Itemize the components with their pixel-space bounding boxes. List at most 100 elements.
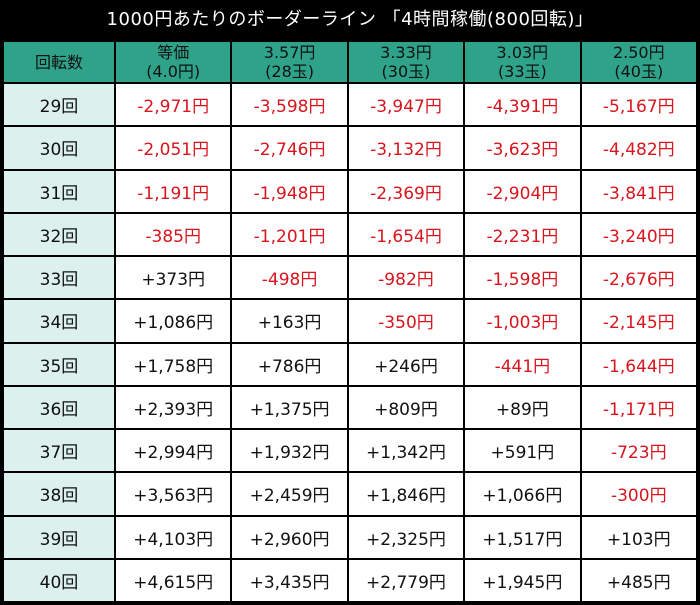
table-row: 38回 +3,563円 +2,459円 +1,846円 +1,066円 -300円 — [4, 473, 696, 515]
header-col-1-line2: (4.0円) — [146, 62, 201, 81]
table-cell: +373円 — [116, 257, 231, 299]
table-row: 31回 -1,191円 -1,948円 -2,369円 -2,904円 -3,841円 — [4, 170, 696, 212]
table-cell: -2,746円 — [232, 127, 347, 169]
table-cell: +809円 — [348, 386, 464, 428]
row-label: 35回 — [4, 343, 114, 385]
table-row: 34回 +1,086円 +163円 -350円 -1,003円 -2,145円 — [4, 300, 696, 342]
table-cell: +1,066円 — [465, 473, 580, 515]
table-cell: +4,103円 — [116, 516, 231, 558]
row-label: 29回 — [4, 84, 114, 126]
table-cell: -3,841円 — [581, 170, 696, 212]
table-cell: +103円 — [581, 516, 696, 558]
header-col-2-line2: (28玉) — [265, 62, 315, 81]
header-col-1: 等価 (4.0円) — [116, 42, 231, 82]
table-cell: +163円 — [232, 300, 347, 342]
table-cell: +1,932円 — [232, 430, 347, 472]
table-cell: -2,369円 — [348, 170, 464, 212]
table-cell: -3,947円 — [348, 84, 464, 126]
table-cell: +2,325円 — [348, 516, 464, 558]
table-cell: -3,240円 — [581, 213, 696, 255]
header-rotations: 回転数 — [4, 42, 114, 82]
table-cell: +1,342円 — [348, 430, 464, 472]
header-col-2-line1: 3.57円 — [263, 43, 316, 62]
row-label: 33回 — [4, 257, 114, 299]
table-body: 29回 -2,971円 -3,598円 -3,947円 -4,391円 -5,167円 30… — [4, 84, 696, 601]
row-label: 37回 — [4, 430, 114, 472]
header-col-1-line1: 等価 — [157, 43, 190, 62]
table-cell: -3,598円 — [232, 84, 347, 126]
table-row: 37回 +2,994円 +1,932円 +1,342円 +591円 -723円 — [4, 430, 696, 472]
header-col-3: 3.33円 (30玉) — [348, 42, 464, 82]
table-cell: +1,086円 — [116, 300, 231, 342]
table-cell: +786円 — [232, 343, 347, 385]
table-cell: -5,167円 — [581, 84, 696, 126]
row-label: 32回 — [4, 213, 114, 255]
table-cell: -2,676円 — [581, 257, 696, 299]
table-cell: +591円 — [465, 430, 580, 472]
table-cell: -723円 — [581, 430, 696, 472]
table-cell: -4,482円 — [581, 127, 696, 169]
border-line-table: 回転数 等価 (4.0円) 3.57円 (28玉) 3.33円 (30玉) 3.03円… — [2, 40, 698, 603]
table-cell: +1,945円 — [465, 559, 580, 601]
table-cell: +4,615円 — [116, 559, 231, 601]
table-cell: -1,644円 — [581, 343, 696, 385]
table-cell: +2,994円 — [116, 430, 231, 472]
table-cell: +3,563円 — [116, 473, 231, 515]
table-cell: -4,391円 — [465, 84, 580, 126]
table-cell: -2,971円 — [116, 84, 231, 126]
row-label: 30回 — [4, 127, 114, 169]
row-label: 39回 — [4, 516, 114, 558]
header-col-5-line1: 2.50円 — [612, 43, 665, 62]
table-cell: -1,003円 — [465, 300, 580, 342]
header-col-5: 2.50円 (40玉) — [581, 42, 696, 82]
table-cell: -385円 — [116, 213, 231, 255]
table-title: 1000円あたりのボーダーライン 「4時間稼働(800回転)」 — [106, 9, 594, 30]
table-cell: -3,623円 — [465, 127, 580, 169]
row-label: 36回 — [4, 386, 114, 428]
header-col-5-line2: (40玉) — [614, 62, 664, 81]
table-cell: -982円 — [348, 257, 464, 299]
header-col-2: 3.57円 (28玉) — [232, 42, 347, 82]
table-row: 30回 -2,051円 -2,746円 -3,132円 -3,623円 -4,482円 — [4, 127, 696, 169]
table-cell: +246円 — [348, 343, 464, 385]
table-cell: -1,598円 — [465, 257, 580, 299]
table-row: 33回 +373円 -498円 -982円 -1,598円 -2,676円 — [4, 257, 696, 299]
header-col-4: 3.03円 (33玉) — [465, 42, 580, 82]
table-cell: -2,231円 — [465, 213, 580, 255]
table-cell: +3,435円 — [232, 559, 347, 601]
table-cell: +1,758円 — [116, 343, 231, 385]
table-cell: -498円 — [232, 257, 347, 299]
header-col-3-line2: (30玉) — [381, 62, 431, 81]
table-cell: +1,517円 — [465, 516, 580, 558]
header-col-4-line1: 3.03円 — [496, 43, 549, 62]
header-col-4-line2: (33玉) — [497, 62, 547, 81]
table-cell: +2,960円 — [232, 516, 347, 558]
table-cell: +2,459円 — [232, 473, 347, 515]
table-cell: -2,051円 — [116, 127, 231, 169]
table-cell: -300円 — [581, 473, 696, 515]
row-label: 38回 — [4, 473, 114, 515]
table-cell: +2,779円 — [348, 559, 464, 601]
table-cell: -2,904円 — [465, 170, 580, 212]
table-cell: +89円 — [465, 386, 580, 428]
table-cell: +1,846円 — [348, 473, 464, 515]
row-label: 31回 — [4, 170, 114, 212]
table-row: 29回 -2,971円 -3,598円 -3,947円 -4,391円 -5,167円 — [4, 84, 696, 126]
table-cell: -1,171円 — [581, 386, 696, 428]
row-label: 40回 — [4, 559, 114, 601]
table-cell: -1,654円 — [348, 213, 464, 255]
table-row: 39回 +4,103円 +2,960円 +2,325円 +1,517円 +103円 — [4, 516, 696, 558]
table-cell: -3,132円 — [348, 127, 464, 169]
table-row: 36回 +2,393円 +1,375円 +809円 +89円 -1,171円 — [4, 386, 696, 428]
header-row: 回転数 等価 (4.0円) 3.57円 (28玉) 3.33円 (30玉) 3.03円… — [4, 42, 696, 82]
table-cell: -2,145円 — [581, 300, 696, 342]
table-row: 35回 +1,758円 +786円 +246円 -441円 -1,644円 — [4, 343, 696, 385]
table-cell: -441円 — [465, 343, 580, 385]
table-cell: -1,191円 — [116, 170, 231, 212]
table-cell: -350円 — [348, 300, 464, 342]
table-row: 40回 +4,615円 +3,435円 +2,779円 +1,945円 +485円 — [4, 559, 696, 601]
row-label: 34回 — [4, 300, 114, 342]
table-row: 32回 -385円 -1,201円 -1,654円 -2,231円 -3,240円 — [4, 213, 696, 255]
header-col-3-line1: 3.33円 — [380, 43, 432, 62]
